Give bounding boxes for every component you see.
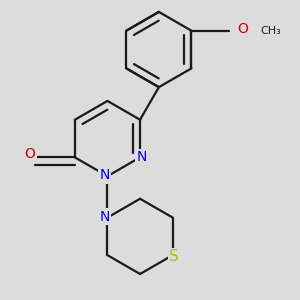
Text: CH₃: CH₃ xyxy=(260,26,281,36)
Text: S: S xyxy=(169,249,179,264)
Text: N: N xyxy=(100,168,110,182)
Text: N: N xyxy=(136,150,147,164)
Text: N: N xyxy=(100,210,110,224)
Text: O: O xyxy=(24,147,35,160)
Text: O: O xyxy=(237,22,248,36)
